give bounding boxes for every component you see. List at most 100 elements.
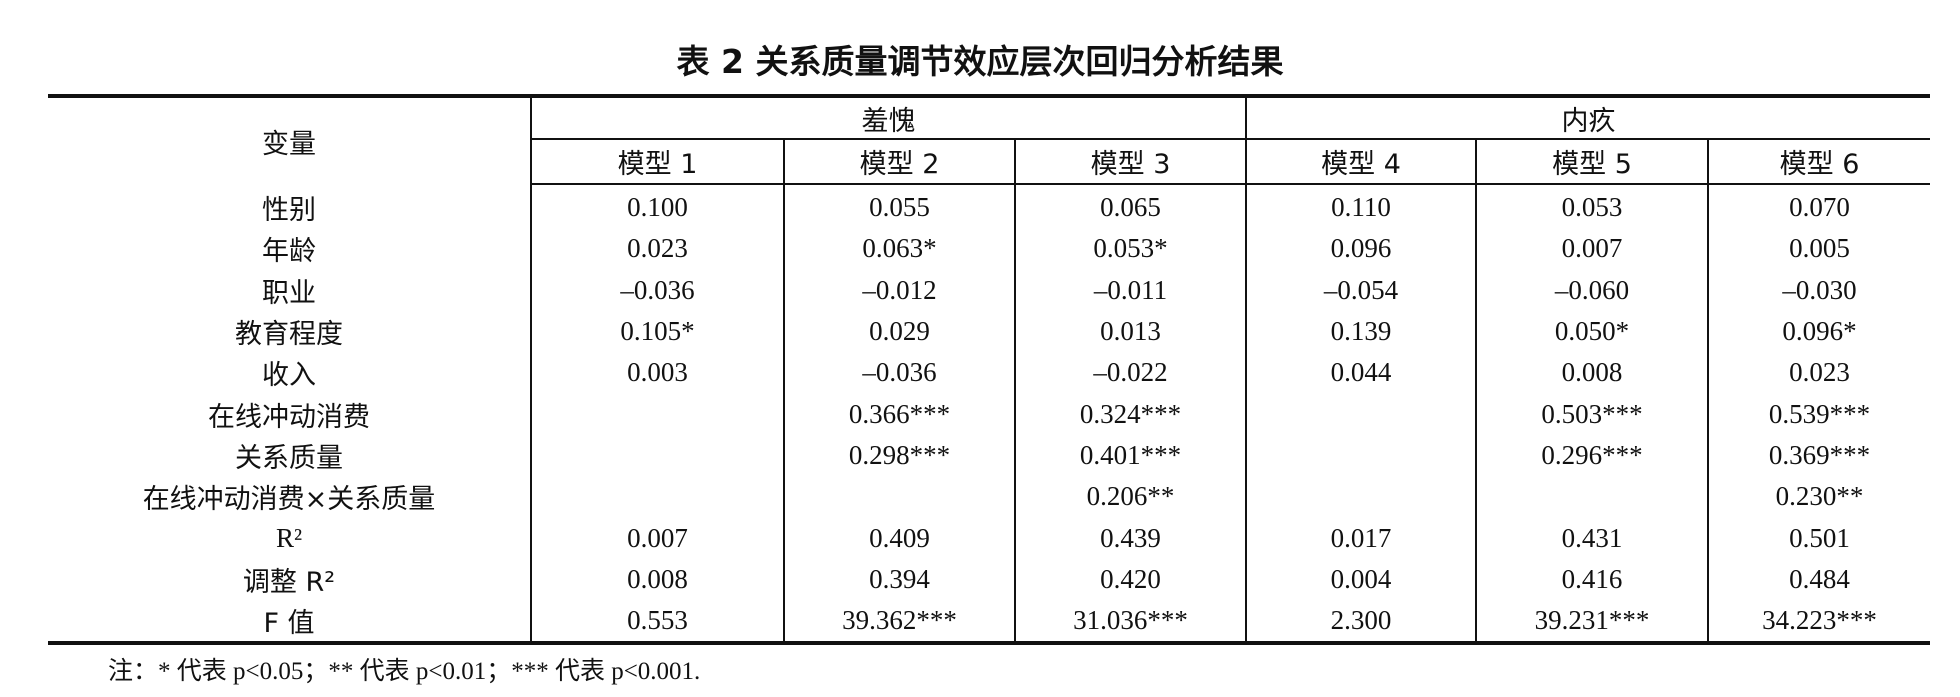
table-row: 在线冲动消费×关系质量 0.206** 0.230** [48, 476, 1930, 518]
table-cell: 0.013 [1015, 310, 1248, 353]
variable-header: 变量 [48, 96, 532, 184]
table-cell [531, 476, 785, 518]
table-cell [1246, 393, 1478, 435]
table-cell: 0.008 [1476, 352, 1710, 394]
row-label: 职业 [48, 269, 532, 311]
table-cell: 0.023 [1789, 357, 1850, 388]
model-header: 模型 1 [531, 139, 785, 185]
table-cell: 0.416 [1476, 558, 1710, 600]
row-label: 在线冲动消费×关系质量 [48, 476, 532, 518]
table-cell: 0.503*** [1476, 393, 1710, 435]
table-row: F 值 0.553 39.362*** 31.036*** 2.300 39.2… [48, 599, 1930, 644]
row-label: R² [48, 517, 532, 559]
table-cell: 0.029 [784, 310, 1016, 353]
table-cell: 0.023 [531, 228, 785, 270]
row-label: 关系质量 [48, 434, 532, 477]
table-cell [1476, 476, 1710, 518]
table-cell: 0.439 [1015, 517, 1248, 559]
table-cell [784, 476, 1016, 518]
table-cell: 0.324*** [1015, 393, 1248, 435]
table-cell: 0.008 [531, 558, 785, 600]
table-cell: 0.366*** [784, 393, 1016, 435]
row-label: 年龄 [48, 228, 532, 270]
table-cell: –0.022 [1015, 352, 1248, 394]
table-row: 调整 R² 0.008 0.394 0.420 0.004 0.416 0.48… [48, 558, 1930, 600]
table-cell: –0.012 [784, 269, 1016, 311]
table-cell: 0.139 [1246, 310, 1478, 353]
group-header-shame: 羞愧 [531, 96, 1248, 140]
table-cell: –0.054 [1246, 269, 1478, 311]
table-note: 注：* 代表 p<0.05；** 代表 p<0.01；*** 代表 p<0.00… [108, 658, 701, 685]
table-cell: –0.060 [1476, 269, 1710, 311]
row-label: 收入 [48, 352, 532, 394]
table-cell: 31.036*** [1015, 599, 1248, 644]
table-cell: 0.394 [784, 558, 1016, 600]
table-cell: 0.230** [1775, 481, 1864, 512]
table-cell: 0.053 [1476, 184, 1710, 229]
table-cell: 0.050* [1476, 310, 1710, 353]
table-cell: –0.011 [1015, 269, 1248, 311]
table-cell: 0.055 [784, 184, 1016, 229]
row-label: 调整 R² [48, 558, 532, 600]
table-row: 教育程度 0.105* 0.029 0.013 0.139 0.050* 0.0… [48, 310, 1930, 353]
table-cell: 0.053* [1015, 228, 1248, 270]
table-cell: 0.501 [1789, 522, 1850, 553]
table-cell [1246, 476, 1478, 518]
group-header-guilt: 内疚 [1246, 96, 1931, 140]
table-cell: –0.030 [1782, 274, 1857, 305]
table-cell: 0.070 [1789, 192, 1850, 223]
table-cell: 0.105* [531, 310, 785, 353]
model-header: 模型 3 [1015, 139, 1248, 185]
table-cell: 0.007 [1476, 228, 1710, 270]
table-row: 关系质量 0.298*** 0.401*** 0.296*** 0.369*** [48, 434, 1930, 477]
table-cell [531, 434, 785, 477]
table-cell: 0.007 [531, 517, 785, 559]
model-header: 模型 6 [1708, 139, 1931, 185]
table-cell: 39.362*** [784, 599, 1016, 644]
table-cell: 34.223*** [1762, 605, 1877, 636]
table-cell: 0.065 [1015, 184, 1248, 229]
table-cell: 2.300 [1246, 599, 1478, 644]
table-row: R² 0.007 0.409 0.439 0.017 0.431 0.501 [48, 517, 1930, 559]
table-cell: –0.036 [784, 352, 1016, 394]
table-title: 表 2 关系质量调节效应层次回归分析结果 [676, 42, 1284, 81]
table-cell: –0.036 [531, 269, 785, 311]
regression-table: 变量 羞愧 内疚 模型 1 模型 2 模型 3 模型 4 模型 5 模型 6 性… [48, 94, 1931, 646]
table-cell: 0.484 [1789, 563, 1850, 594]
table-cell: 0.420 [1015, 558, 1248, 600]
table-cell: 0.063* [784, 228, 1016, 270]
table-cell: 0.401*** [1015, 434, 1248, 477]
table-row: 性别 0.100 0.055 0.065 0.110 0.053 0.070 [48, 184, 1930, 229]
table-cell: 0.004 [1246, 558, 1478, 600]
table-row: 年龄 0.023 0.063* 0.053* 0.096 0.007 0.005 [48, 228, 1930, 270]
table-cell: 39.231*** [1476, 599, 1710, 644]
table-cell [531, 393, 785, 435]
table-cell: 0.003 [531, 352, 785, 394]
table-cell [1246, 434, 1478, 477]
table-cell: 0.296*** [1476, 434, 1710, 477]
table-cell: 0.017 [1246, 517, 1478, 559]
table-cell: 0.553 [531, 599, 785, 644]
model-header: 模型 4 [1246, 139, 1478, 185]
table-cell: 0.206** [1015, 476, 1248, 518]
table-cell: 0.409 [784, 517, 1016, 559]
row-label: F 值 [48, 599, 532, 644]
model-header: 模型 2 [784, 139, 1016, 185]
table-cell: 0.005 [1789, 233, 1850, 264]
table-cell: 0.369*** [1768, 439, 1871, 470]
table-cell: 0.044 [1246, 352, 1478, 394]
table-cell: 0.539*** [1768, 398, 1871, 429]
table-cell: 0.298*** [784, 434, 1016, 477]
table-cell: 0.110 [1246, 184, 1478, 229]
model-header: 模型 5 [1476, 139, 1710, 185]
table-row: 职业 –0.036 –0.012 –0.011 –0.054 –0.060 –0… [48, 269, 1930, 311]
table-row: 在线冲动消费 0.366*** 0.324*** 0.503*** 0.539*… [48, 393, 1930, 435]
row-label: 在线冲动消费 [48, 393, 532, 435]
table-cell: 0.096 [1246, 228, 1478, 270]
row-label: 教育程度 [48, 310, 532, 353]
row-label: 性别 [48, 184, 532, 229]
table-cell: 0.100 [531, 184, 785, 229]
table-cell: 0.431 [1476, 517, 1710, 559]
table-cell: 0.096* [1782, 316, 1857, 347]
table-row: 收入 0.003 –0.036 –0.022 0.044 0.008 0.023 [48, 352, 1930, 394]
